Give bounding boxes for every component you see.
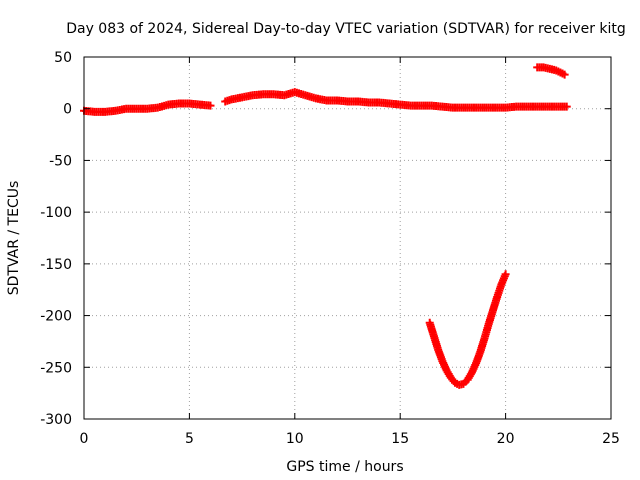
data-point [562,102,571,111]
data-marks [80,63,571,389]
x-tick-label: 5 [185,431,194,447]
y-tick-label: 0 [63,102,72,118]
y-tick-label: -150 [40,257,72,273]
x-tick-label: 25 [602,431,620,447]
data-point [501,270,510,279]
y-tick-label: -300 [40,412,72,428]
y-tick-label: 50 [54,50,72,66]
data-series [80,88,571,116]
y-tick-label: -250 [40,360,72,376]
data-series [533,63,569,79]
y-tick-label: -100 [40,205,72,221]
chart-title: Day 083 of 2024, Sidereal Day-to-day VTE… [66,21,626,37]
data-point [206,101,215,110]
x-tick-label: 20 [497,431,515,447]
x-tick-label: 0 [80,431,89,447]
axis-ticks: 0 5 10 15 20 25 50 0 -50 -100 -150 -200 -250 -300 [40,50,620,447]
y-tick-label: -50 [49,153,72,169]
plot-frame [83,56,612,420]
x-tick-label: 15 [391,431,409,447]
y-tick-label: -200 [40,309,72,325]
x-axis-label: GPS time / hours [286,459,403,475]
y-axis-label: SDTVAR / TECUs [6,181,22,296]
grid-lines [84,57,611,419]
x-tick-label: 10 [286,431,304,447]
data-point [560,70,569,79]
data-series [425,270,510,389]
